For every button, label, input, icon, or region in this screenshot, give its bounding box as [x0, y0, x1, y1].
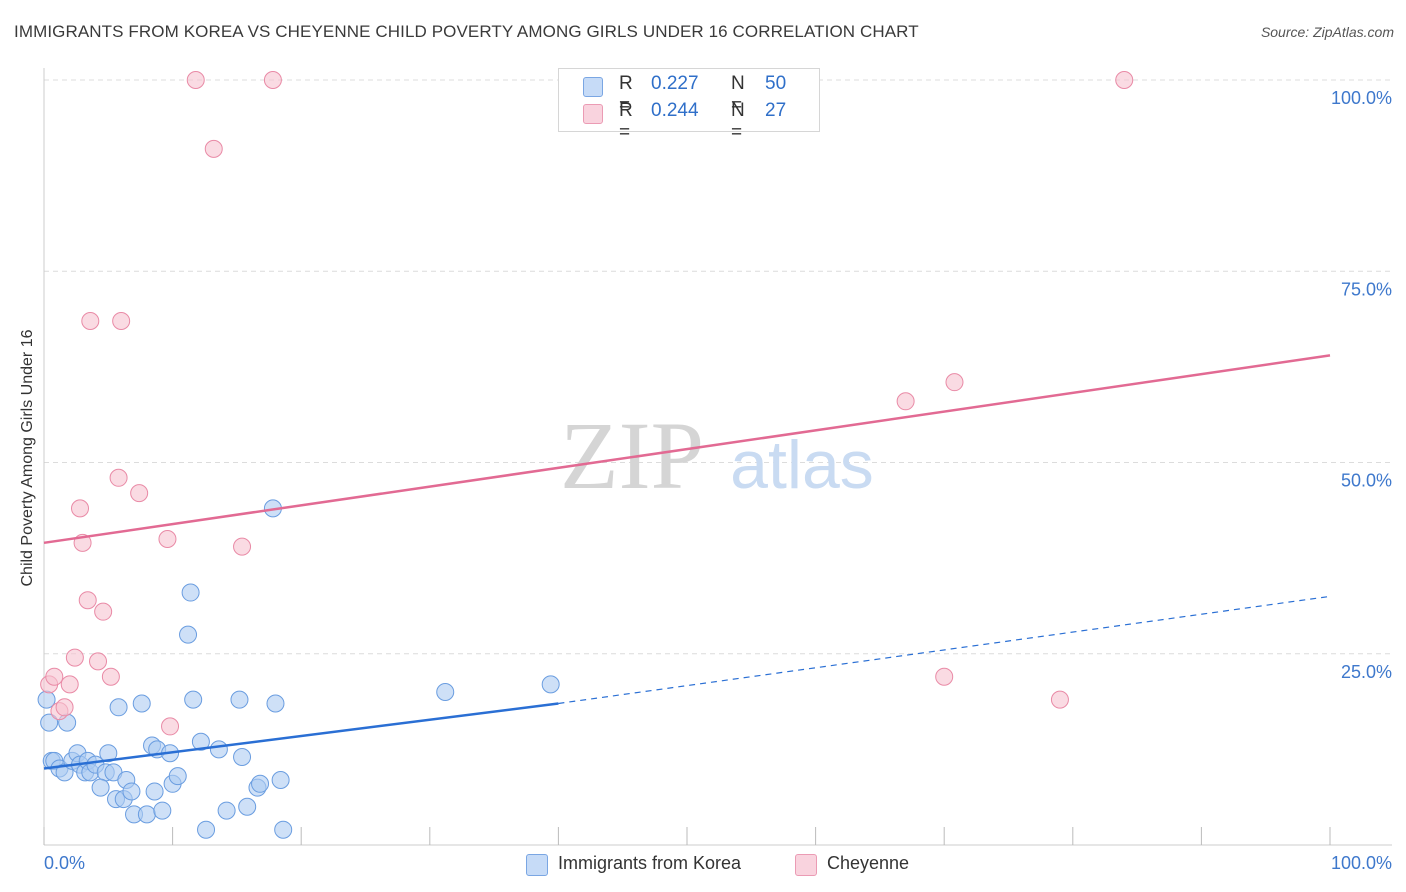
point-korea — [274, 820, 293, 839]
point-korea — [179, 625, 198, 644]
point-korea — [168, 767, 187, 786]
point-korea — [181, 583, 200, 602]
point-korea — [137, 805, 156, 824]
y-tick-label: 25.0% — [1341, 662, 1392, 682]
trend-layer — [43, 354, 1331, 770]
point-korea — [209, 740, 228, 759]
point-korea — [436, 683, 455, 701]
point-cheyenne — [112, 311, 131, 330]
point-korea — [217, 801, 236, 820]
bottom-legend-label-korea: Immigrants from Korea — [558, 853, 742, 873]
grid-layer — [44, 79, 1392, 655]
watermark: ZIP atlas — [560, 402, 874, 509]
trend-line-korea-projection — [558, 595, 1331, 705]
point-korea — [266, 694, 285, 713]
point-cheyenne — [233, 537, 252, 556]
watermark-zip: ZIP — [560, 402, 704, 509]
x-tick-label: 100.0% — [1331, 853, 1392, 873]
point-cheyenne — [1050, 690, 1069, 709]
point-korea — [99, 744, 118, 763]
point-korea — [145, 782, 164, 801]
point-cheyenne — [81, 311, 100, 330]
y-tick-label: 100.0% — [1331, 88, 1392, 108]
trend-line-korea — [43, 702, 559, 770]
point-korea — [230, 690, 249, 709]
legend-n-label: N = — [731, 100, 745, 143]
point-korea — [153, 801, 172, 820]
source-label: Source: ZipAtlas.com — [1260, 24, 1394, 40]
chart-title: IMMIGRANTS FROM KOREA VS CHEYENNE CHILD … — [14, 22, 919, 41]
point-cheyenne — [55, 698, 74, 717]
point-cheyenne — [101, 667, 120, 686]
point-cheyenne — [130, 484, 149, 503]
point-cheyenne — [45, 667, 64, 686]
point-korea — [233, 748, 252, 767]
bottom-legend-swatch-cheyenne — [795, 854, 817, 876]
tick-label-layer: 25.0% 50.0% 75.0% 100.0% 0.0% 100.0% — [44, 88, 1392, 873]
series-korea-points — [37, 499, 560, 839]
point-korea — [238, 797, 257, 816]
point-cheyenne — [186, 71, 205, 89]
point-cheyenne — [1115, 71, 1134, 89]
point-cheyenne — [263, 71, 282, 89]
point-cheyenne — [109, 468, 128, 487]
bottom-legend-label-cheyenne: Cheyenne — [827, 853, 910, 873]
point-korea — [91, 778, 110, 797]
point-cheyenne — [161, 717, 180, 736]
point-korea — [122, 782, 141, 801]
legend-swatch-cheyenne — [583, 104, 603, 124]
point-korea — [132, 694, 151, 713]
legend-r-label: R = — [619, 73, 633, 116]
point-cheyenne — [65, 648, 84, 667]
y-tick-label: 75.0% — [1341, 279, 1392, 299]
legend-r-value: 0.227 — [651, 73, 699, 94]
point-korea — [197, 820, 216, 839]
point-korea — [184, 690, 203, 709]
series-cheyenne-points — [40, 71, 1134, 736]
point-cheyenne — [945, 373, 964, 392]
point-korea — [191, 732, 210, 751]
legend-n-label: N = — [731, 73, 745, 116]
legend-swatch-korea — [583, 77, 603, 97]
point-cheyenne — [89, 652, 108, 671]
y-tick-label: 50.0% — [1341, 471, 1392, 491]
point-korea — [251, 774, 270, 793]
legend: R = 0.227 N = 50 R = 0.244 N = 27 — [558, 68, 820, 143]
point-cheyenne — [71, 499, 90, 518]
point-cheyenne — [204, 139, 223, 158]
point-korea — [40, 713, 59, 732]
legend-n-value: 50 — [765, 73, 787, 94]
legend-r-value: 0.244 — [651, 100, 699, 121]
bottom-legend-swatch-korea — [526, 854, 548, 876]
point-cheyenne — [896, 392, 915, 411]
point-cheyenne — [60, 675, 79, 694]
point-korea — [109, 698, 128, 717]
watermark-atlas: atlas — [730, 427, 874, 503]
point-cheyenne — [935, 667, 954, 686]
axis-layer — [43, 68, 1392, 846]
point-korea — [271, 770, 290, 789]
point-cheyenne — [78, 591, 97, 610]
point-korea — [541, 675, 560, 694]
point-cheyenne — [94, 602, 113, 621]
x-tick-label: 0.0% — [44, 853, 85, 873]
point-cheyenne — [158, 530, 177, 548]
legend-r-label: R = — [619, 100, 633, 143]
trend-line-cheyenne — [43, 354, 1331, 545]
legend-n-value: 27 — [765, 100, 787, 121]
